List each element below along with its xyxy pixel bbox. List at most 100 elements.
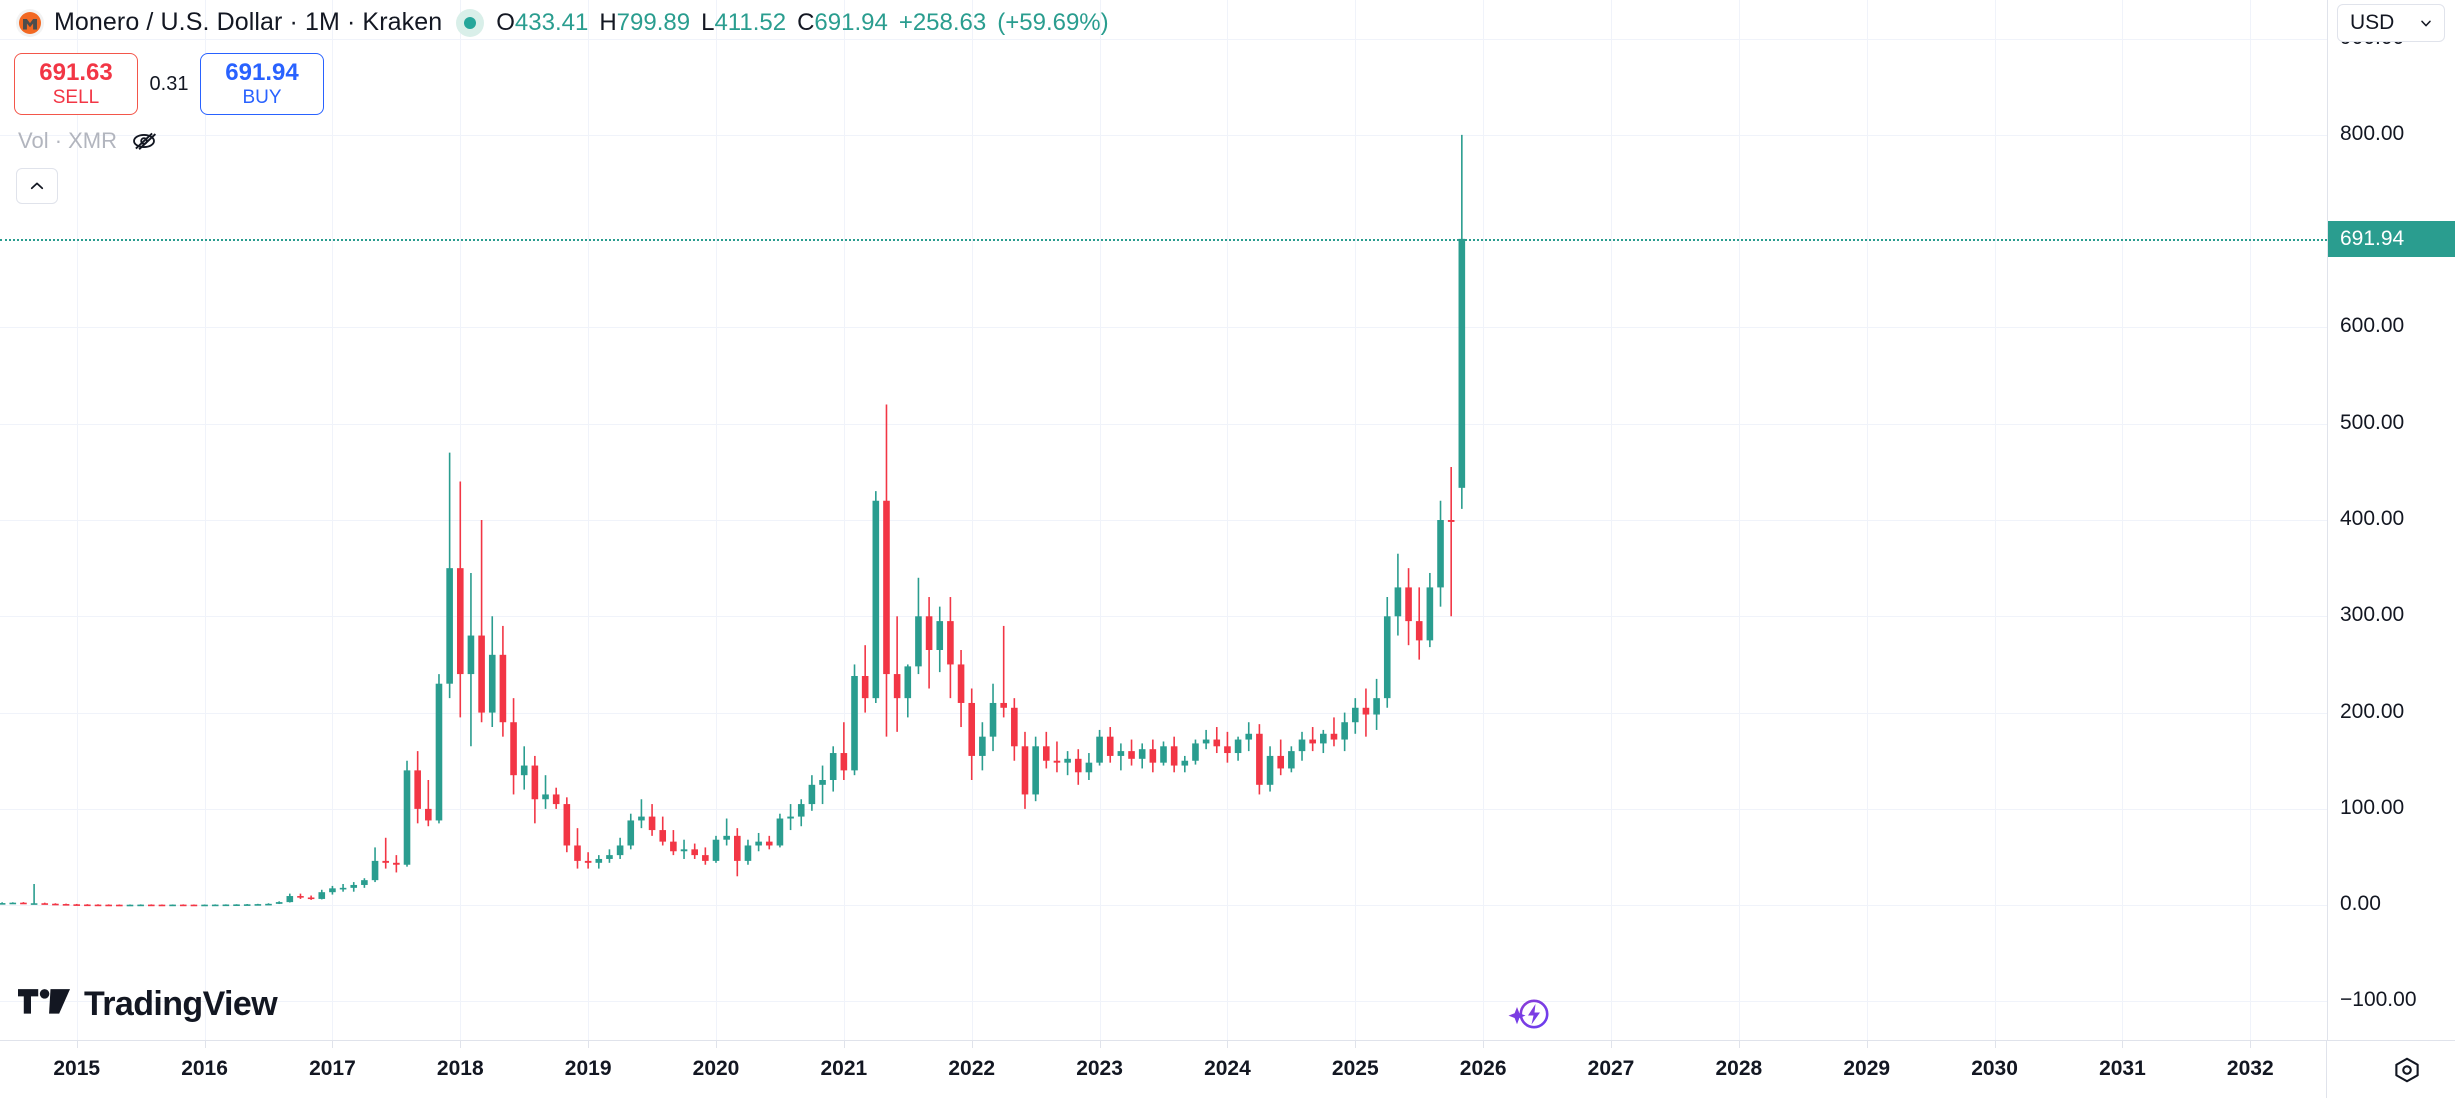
tradingview-logo-text: TradingView	[84, 985, 278, 1023]
candlestick-bar	[1405, 568, 1412, 646]
candlestick-bar	[169, 904, 176, 907]
candlestick-bar	[829, 746, 837, 792]
gridline-h	[0, 616, 2327, 618]
candlestick-bar	[467, 572, 475, 747]
ai-lightning-sparkle-icon[interactable]	[1503, 994, 1557, 1036]
time-axis-divider	[2326, 1041, 2327, 1098]
candlestick-bar	[1256, 724, 1263, 795]
price-axis-tick: 800.00	[2340, 121, 2405, 145]
candlestick-bar	[446, 452, 453, 699]
candlestick-bar	[1458, 134, 1466, 509]
collapse-pane-button[interactable]	[16, 168, 58, 204]
candlestick-bar	[222, 904, 230, 907]
candlestick-bar	[243, 904, 251, 906]
time-axis-tick: 2015	[53, 1057, 101, 1080]
candlestick-bar	[925, 597, 933, 689]
tradingview-mark-icon	[18, 988, 70, 1014]
time-axis-tick-mark	[1738, 1041, 1740, 1048]
candlestick-bar	[680, 839, 688, 859]
chevron-down-icon	[2421, 20, 2431, 27]
time-axis-tick-mark	[1227, 1041, 1229, 1048]
close-value: 691.94	[814, 8, 888, 36]
gridline-v	[2122, 0, 2124, 1040]
chart-legend[interactable]: Monero / U.S. Dollar · 1M · Kraken O433.…	[16, 8, 1109, 37]
candlestick-bar	[520, 746, 528, 790]
candlestick-bar	[574, 828, 581, 869]
candlestick-bar	[1373, 678, 1380, 730]
gridline-v	[1355, 0, 1357, 1040]
page-title[interactable]: Monero / U.S. Dollar · 1M · Kraken	[54, 8, 443, 36]
sell-label: SELL	[52, 86, 100, 108]
time-axis-tick: 2018	[436, 1057, 484, 1080]
candlestick-bar	[52, 903, 59, 906]
candlestick-bar	[755, 832, 762, 852]
time-axis-tick-mark	[2250, 1041, 2252, 1048]
candlestick-bar	[456, 481, 464, 718]
candlestick-bar	[851, 664, 858, 776]
chart-plot-area[interactable]	[0, 0, 2327, 1040]
market-open-dot-icon	[456, 8, 485, 37]
auto-scale-target-icon	[2395, 1057, 2419, 1083]
candlestick-bar	[723, 818, 730, 846]
eye-off-icon[interactable]	[131, 128, 157, 154]
auto-scale-button[interactable]	[2389, 1052, 2425, 1088]
candlestick-series[interactable]	[0, 0, 2327, 1040]
time-axis-tick-mark	[1099, 1041, 1101, 1048]
gridline-h	[0, 134, 2327, 136]
candlestick-bar	[1437, 500, 1444, 607]
candlestick-bar	[531, 755, 539, 824]
candlestick-bar	[989, 683, 997, 752]
candlestick-bar	[1394, 553, 1402, 636]
gridline-v	[1738, 0, 1740, 1040]
candlestick-bar	[190, 904, 198, 907]
candlestick-bar	[1202, 729, 1210, 750]
candlestick-bar	[1383, 597, 1391, 708]
candlestick-bar	[638, 799, 645, 829]
time-axis-tick-mark	[1866, 1041, 1868, 1048]
candlestick-bar	[861, 645, 869, 713]
candlestick-bar	[1245, 722, 1253, 752]
buy-button[interactable]: 691.94 BUY	[200, 53, 324, 115]
time-axis-tick: 2023	[1076, 1057, 1123, 1080]
candlestick-bar	[1447, 467, 1455, 617]
candlestick-bar	[659, 816, 667, 846]
candlestick-bar	[1053, 741, 1061, 773]
price-axis[interactable]: 900.00800.00600.00500.00400.00300.00200.…	[2327, 0, 2455, 1040]
candlestick-bar	[1213, 727, 1221, 754]
high-label: H	[599, 8, 617, 36]
candlestick-bar	[1277, 739, 1285, 776]
currency-selector[interactable]: USD	[2337, 4, 2445, 42]
candlestick-bar	[1032, 736, 1039, 802]
time-axis-tick-mark	[460, 1041, 462, 1048]
candlestick-bar	[1170, 736, 1178, 773]
time-axis-tick-mark	[204, 1041, 206, 1048]
candlestick-bar	[1298, 731, 1306, 761]
price-axis-tick: 600.00	[2340, 314, 2405, 338]
price-axis-tick: 0.00	[2340, 892, 2381, 916]
currency-label: USD	[2350, 11, 2395, 34]
time-axis-tick-mark	[76, 1041, 78, 1048]
spread-value: 0.31	[149, 72, 189, 95]
candlestick-bar	[211, 904, 219, 907]
buy-label: BUY	[242, 86, 282, 108]
candlestick-bar	[499, 625, 507, 737]
gridline-h	[0, 1001, 2327, 1003]
candlestick-bar	[105, 904, 112, 907]
candlestick-bar	[116, 904, 123, 907]
candlestick-bar	[1021, 731, 1029, 809]
candlestick-bar	[1042, 731, 1050, 769]
gridline-v	[1994, 0, 1996, 1040]
sell-button[interactable]: 691.63 SELL	[14, 53, 138, 115]
candlestick-bar	[201, 904, 208, 907]
trade-panel: 691.63 SELL 0.31 691.94 BUY	[14, 53, 324, 115]
time-axis-tick: 2021	[820, 1057, 868, 1080]
time-axis[interactable]: 2015 2016 2017 2018 2019 2020 2021 2022 2023 2024…	[0, 1040, 2455, 1098]
candlestick-bar	[797, 799, 805, 827]
gridline-h	[0, 423, 2327, 425]
time-axis-tick: 2024	[1204, 1057, 1251, 1080]
time-axis-tick: 2017	[309, 1057, 356, 1080]
volume-study-legend[interactable]: Vol · XMR	[18, 128, 157, 154]
candlestick-bar	[510, 698, 517, 795]
high-value: 799.89	[616, 8, 691, 36]
time-axis-tick: 2019	[564, 1057, 612, 1080]
